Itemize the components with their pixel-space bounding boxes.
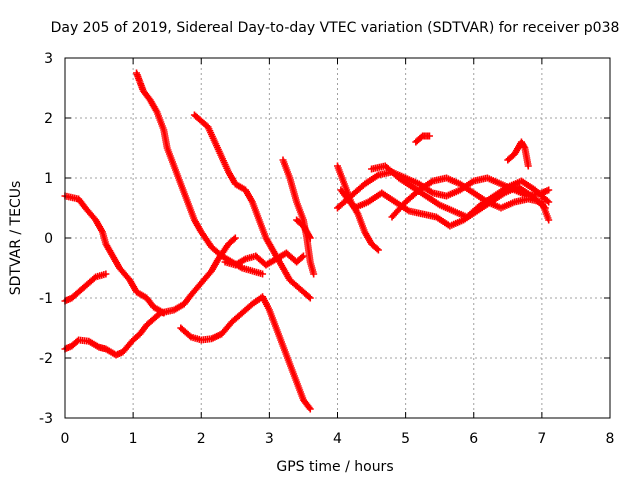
series-arc-l [337,183,549,230]
x-tick-label: 7 [537,431,546,447]
y-tick-label: 2 [44,111,53,127]
series-arc-k [334,168,553,212]
series-arc-n [388,174,553,224]
x-tick-label: 1 [129,431,138,447]
series-arc-o [412,132,433,146]
series-arc-g [221,249,307,269]
series-markers [177,293,314,413]
x-tick-label: 5 [401,431,410,447]
x-tick-label: 6 [469,431,478,447]
series-arc-d [133,69,267,278]
series-markers [61,270,110,305]
series-markers [412,132,433,146]
series-arc-e [190,111,314,302]
series-markers [133,69,267,278]
y-tick-label: 3 [44,51,53,67]
y-tick-label: 1 [44,171,53,187]
x-tick-label: 0 [61,431,70,447]
y-tick-label: -3 [39,411,53,427]
series-arc-p [504,138,532,170]
chart-title: Day 205 of 2019, Sidereal Day-to-day VTE… [51,20,620,36]
grid [65,58,610,418]
x-tick-label: 8 [606,431,615,447]
series-arc-i [293,216,314,242]
y-axis-label: SDTVAR / TECUs [8,181,24,296]
y-tick-label: -1 [39,291,53,307]
x-tick-label: 2 [197,431,206,447]
series-markers [504,138,532,170]
x-tick-label: 4 [333,431,342,447]
x-tick-labels: 0 1 2 3 4 5 6 7 8 [61,431,615,447]
plot-frame [64,57,611,419]
series-arc-m [368,162,553,221]
series-arc-b [61,270,110,305]
y-tick-labels: -3 -2 -1 0 1 2 3 [39,51,53,427]
x-tick-label: 3 [265,431,274,447]
x-axis-label: GPS time / hours [276,459,393,475]
y-tick-label: 0 [44,231,53,247]
series-arc-f [177,293,314,413]
series-markers [221,249,307,269]
y-tick-label: -2 [39,351,53,367]
data-series [61,69,553,413]
